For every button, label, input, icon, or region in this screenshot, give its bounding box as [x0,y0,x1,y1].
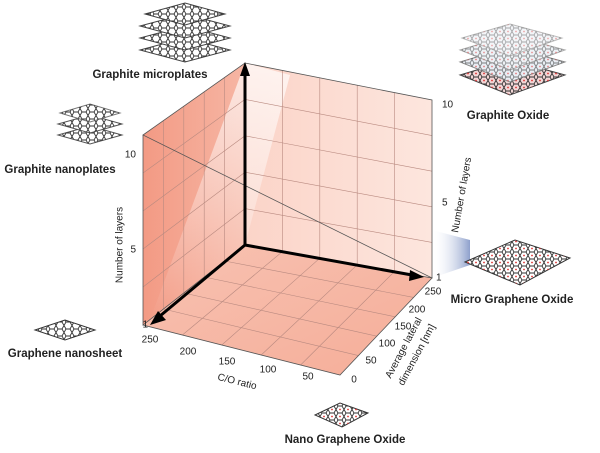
grid-line [244,171,433,208]
grid-line [142,171,246,250]
axis-label: Number of layers [115,207,126,283]
material-label: Graphite Oxide [467,110,549,122]
grid-line [244,135,433,172]
material-label: Graphite microplates [92,69,207,81]
highlight [150,63,290,320]
tick-label: 1 [142,320,148,331]
grid-line [260,264,358,356]
nano-graphene-oxide-image [313,402,370,428]
grid-line [224,260,414,298]
floor [143,245,432,375]
tick-label: 50 [365,356,377,367]
material-label: Graphene nanosheet [8,348,123,360]
grid-line [163,308,359,356]
grid-line [142,208,246,288]
grid-line [244,208,433,243]
graphite-nanoplates-image [56,103,124,145]
tick-label: 150 [219,357,236,368]
material-label: Nano Graphene Oxide [285,434,406,446]
axis-label: Number of layers [450,157,474,234]
grid-line [300,271,395,366]
axes [150,62,424,325]
tick-label: 200 [409,305,426,316]
grid-line [244,99,433,136]
projection [432,230,470,278]
grid-line [183,292,377,337]
tick-label: 200 [180,347,197,358]
tick-label: 10 [125,150,137,161]
tick-label: 0 [351,375,357,386]
grid-line [204,276,396,318]
tick-label: 150 [395,322,412,333]
back-wall [245,63,432,278]
material-label: Micro Graphene Oxide [451,294,574,306]
tick-label: 1 [436,273,442,284]
tick-label: 250 [425,287,442,298]
graphene-nanosheet-image [33,319,97,341]
grid-line [221,257,320,346]
grid-line [142,135,246,212]
wall-edge [142,62,433,279]
tick-label: 100 [379,339,396,350]
axis-label: C/O ratio [216,372,258,392]
graphite-microplates-image [138,2,232,63]
tick-label: 5 [130,245,136,256]
material-label: Graphite nanoplates [4,164,115,176]
tick-label: 5 [442,198,448,209]
grid-line [182,251,283,336]
graphite-oxide-image [458,23,567,96]
tick-label: 100 [260,365,277,376]
micro-graphene-oxide-image [463,239,572,286]
tick-label: 50 [302,372,314,383]
grid-line [142,99,246,174]
tick-label: 250 [142,335,159,346]
grid [142,70,433,366]
tick-label: 10 [442,100,454,111]
